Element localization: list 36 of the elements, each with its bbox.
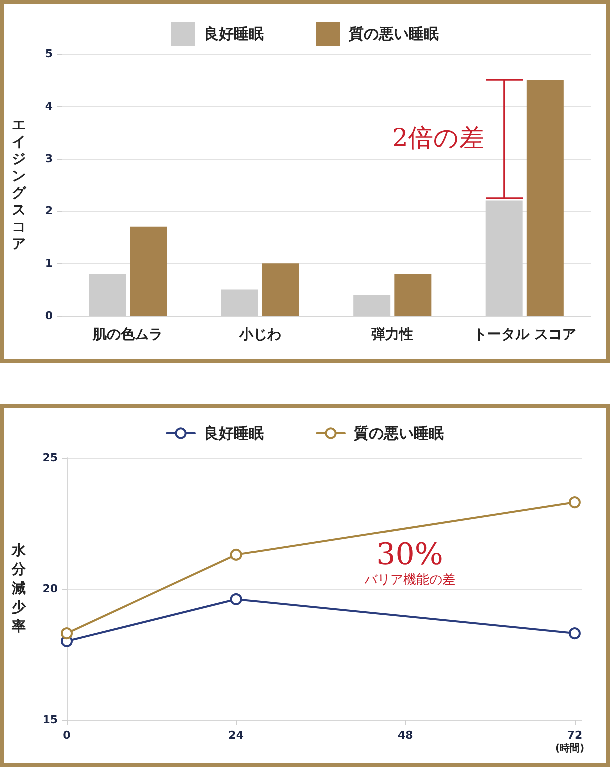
x-axis-title: (時間) bbox=[555, 742, 585, 754]
y-tick-label: 25 bbox=[42, 452, 58, 464]
legend-label: 質の悪い睡眠 bbox=[348, 25, 439, 43]
point bbox=[230, 548, 242, 561]
x-tick-label: 0 bbox=[63, 729, 72, 742]
x-tick-label: 48 bbox=[398, 729, 414, 742]
y-tick-label: 5 bbox=[45, 48, 53, 60]
y-tick-label: 20 bbox=[42, 582, 58, 596]
y-tick-label: 15 bbox=[42, 714, 58, 726]
y-tick-label: 4 bbox=[45, 100, 54, 113]
legend-label: 質の悪い睡眠 bbox=[353, 424, 444, 442]
bar bbox=[394, 274, 432, 316]
x-tick-label: 24 bbox=[228, 729, 244, 742]
bar bbox=[526, 80, 564, 316]
point bbox=[61, 628, 73, 640]
point bbox=[230, 593, 242, 606]
bar bbox=[130, 226, 168, 316]
y-tick-label: 1 bbox=[45, 257, 53, 270]
y-tick-label: 0 bbox=[45, 310, 54, 322]
legend-label: 良好睡眠 bbox=[204, 424, 264, 442]
annotation: バリア機能の差 bbox=[363, 572, 456, 588]
annotation: 30% bbox=[376, 537, 444, 572]
y-tick-label: 2 bbox=[45, 204, 53, 218]
x-tick-label: 弾力性 bbox=[372, 327, 414, 343]
x-tick-label: 72 bbox=[567, 729, 583, 742]
x-tick-label: 肌の色ムラ bbox=[92, 327, 164, 343]
annotation: 2倍の差 bbox=[392, 123, 484, 152]
point bbox=[568, 496, 581, 509]
y-axis-title: エイジングスコア bbox=[12, 118, 27, 252]
y-axis-title: 水分減少率 bbox=[11, 543, 27, 635]
y-tick-label: 3 bbox=[45, 152, 53, 166]
x-tick-label: トータル スコア bbox=[473, 327, 576, 343]
legend-label: 良好睡眠 bbox=[204, 25, 264, 43]
bar bbox=[262, 264, 300, 316]
x-tick-label: 小じわ bbox=[238, 327, 282, 343]
point bbox=[568, 628, 581, 640]
